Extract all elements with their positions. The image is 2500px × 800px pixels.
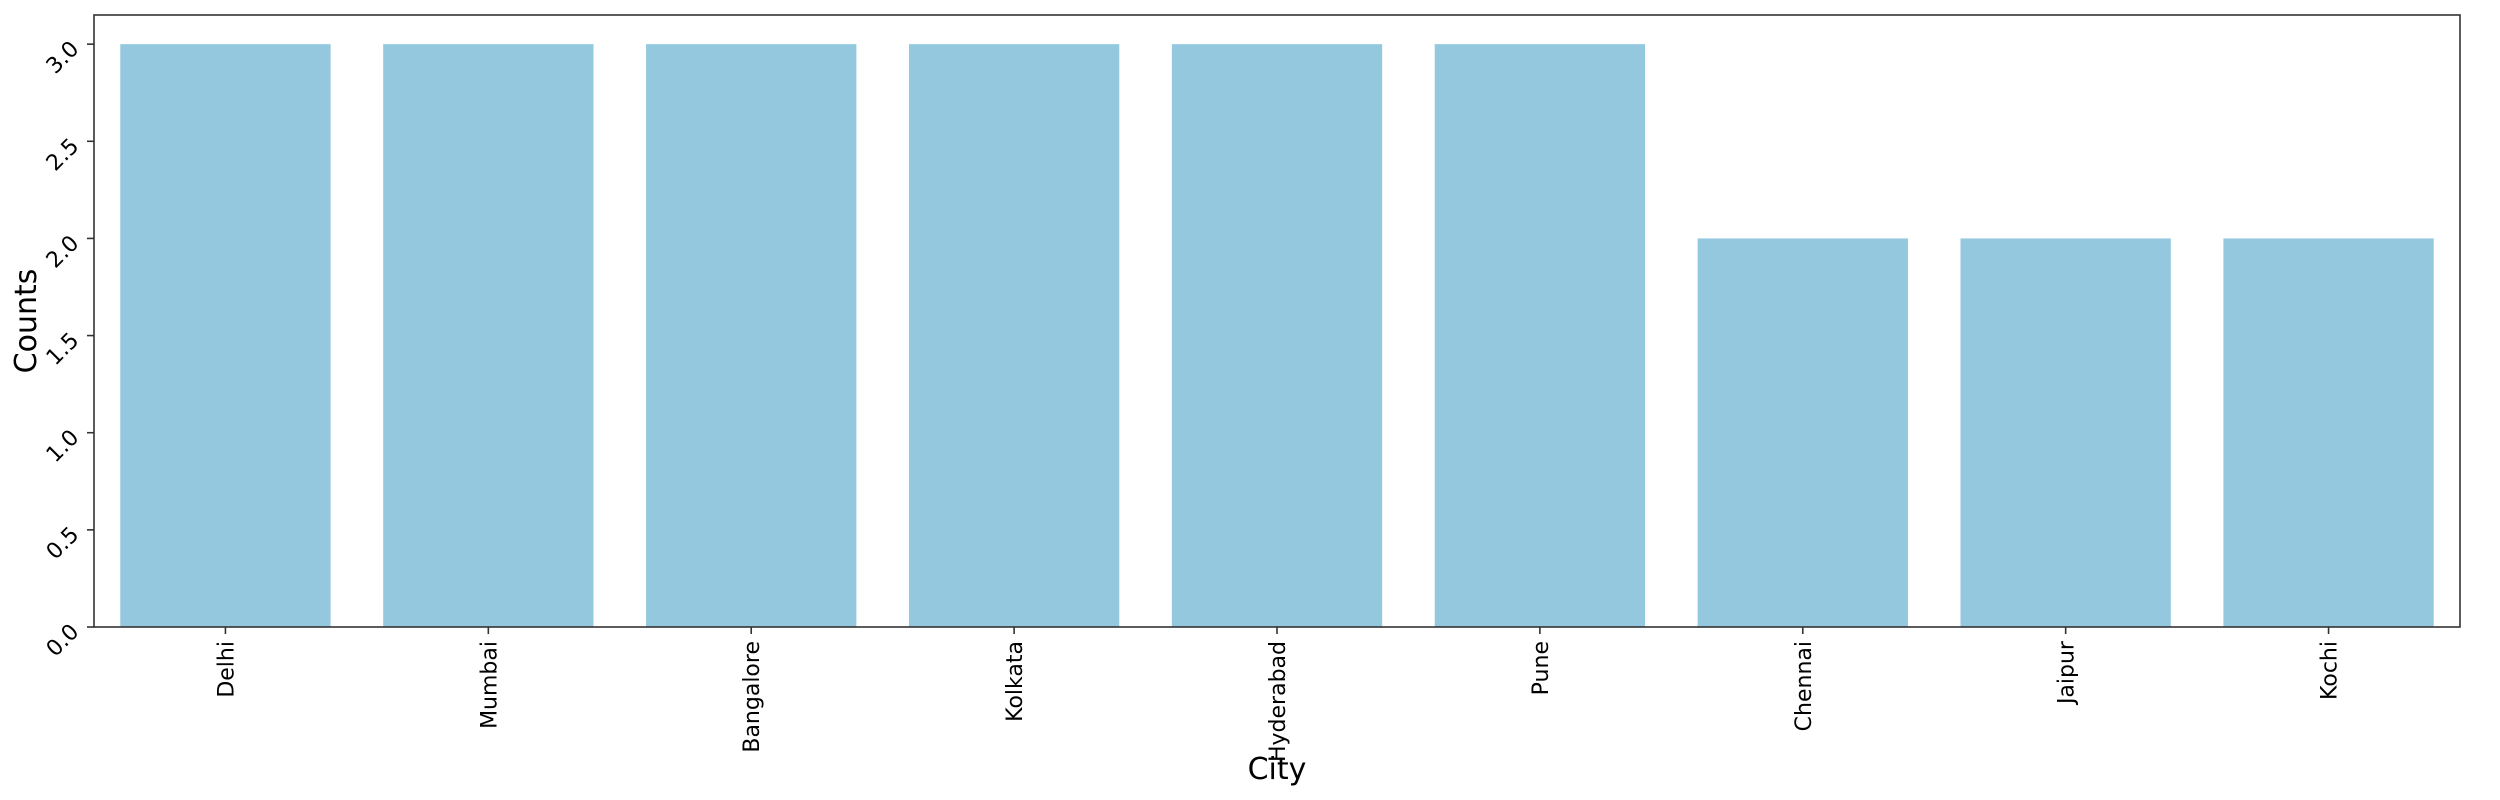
bar-jaipur (1960, 238, 2171, 627)
x-axis-title: City (1248, 752, 1307, 787)
x-tick-label-chennai: Chennai (1792, 641, 1817, 731)
y-tick-label: 2.0 (42, 231, 84, 273)
bar-kolkata (908, 44, 1120, 627)
x-tick-label-mumbai: Mumbai (477, 641, 502, 729)
x-tick-label-kochi: Kochi (2318, 641, 2343, 700)
y-axis-title: Counts (9, 269, 44, 374)
bar-pune (1434, 44, 1646, 627)
y-tick-label: 0.0 (42, 620, 84, 662)
y-tick-label: 3.0 (42, 37, 84, 79)
y-tick-label: 0.5 (42, 522, 84, 564)
bar-hyderabad (1171, 44, 1383, 627)
x-tick-label-pune: Pune (1529, 641, 1554, 695)
x-axis-ticks: Delhi Mumbai Bangalore Kolkata Hyderabad Pune… (214, 627, 2343, 762)
y-tick-label: 1.5 (42, 328, 84, 370)
x-tick-label-kolkata: Kolkata (1003, 641, 1028, 722)
x-tick-label-bangalore: Bangalore (740, 641, 765, 753)
bar-kochi (2223, 238, 2434, 627)
y-tick-label: 1.0 (42, 425, 84, 467)
x-tick-label-hyderabad: Hyderabad (1266, 641, 1291, 762)
bar-bangalore (646, 44, 857, 627)
bars-layer (120, 44, 2434, 627)
x-tick-label-jaipur: Jaipur (2055, 640, 2080, 706)
bar-delhi (120, 44, 331, 627)
y-tick-label: 2.5 (42, 134, 84, 176)
plot-frame (93, 14, 2461, 628)
bar-mumbai (383, 44, 594, 627)
x-tick-label-delhi: Delhi (214, 641, 239, 698)
y-axis-ticks: 0.0 0.5 1.0 1.5 2.0 2.5 3.0 (42, 37, 94, 662)
bar-chennai (1697, 238, 1908, 627)
